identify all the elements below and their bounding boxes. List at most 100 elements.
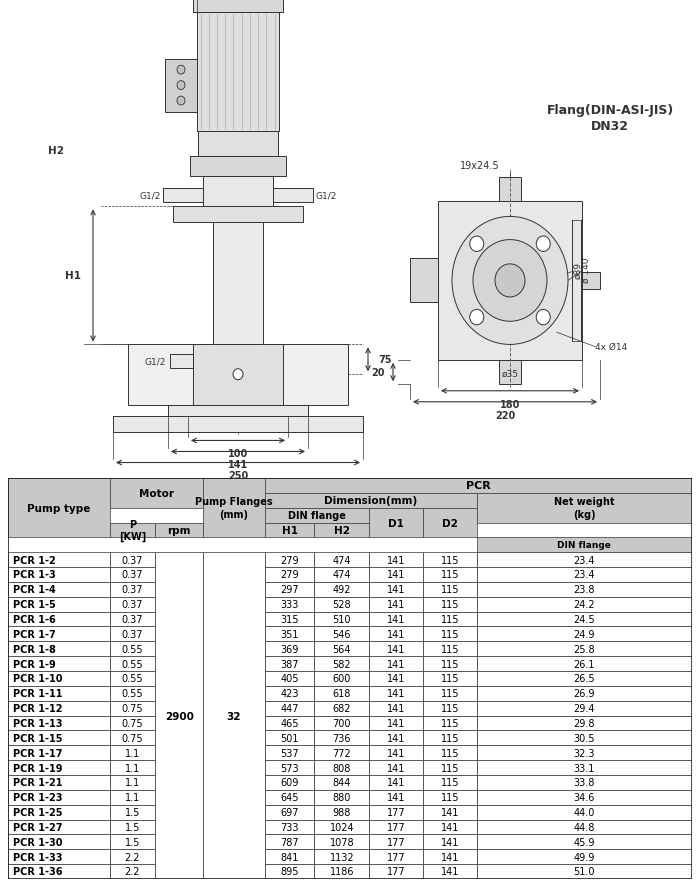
Text: 528: 528 xyxy=(332,600,351,610)
Text: 4x Ø14: 4x Ø14 xyxy=(595,343,627,352)
Circle shape xyxy=(536,237,550,253)
Bar xyxy=(477,553,692,567)
Bar xyxy=(198,132,278,157)
Bar xyxy=(423,775,477,790)
Bar xyxy=(8,701,109,716)
Bar xyxy=(499,361,521,385)
Bar xyxy=(113,416,363,432)
Text: 697: 697 xyxy=(280,807,299,817)
Text: 582: 582 xyxy=(332,659,351,669)
Text: 177: 177 xyxy=(387,867,405,876)
Text: 29.8: 29.8 xyxy=(573,719,595,728)
Text: 33.1: 33.1 xyxy=(574,763,595,773)
Bar xyxy=(369,701,423,716)
Bar xyxy=(369,731,423,745)
Circle shape xyxy=(177,66,185,75)
Bar xyxy=(477,686,692,701)
Bar xyxy=(155,523,203,538)
Bar xyxy=(109,612,155,626)
Text: 0.37: 0.37 xyxy=(122,629,144,639)
Bar xyxy=(265,835,314,850)
Bar xyxy=(8,657,109,672)
Bar xyxy=(265,820,314,835)
Text: 700: 700 xyxy=(332,719,351,728)
Text: 1078: 1078 xyxy=(330,837,354,847)
Bar xyxy=(477,760,692,775)
Text: 1.1: 1.1 xyxy=(125,792,140,803)
Bar xyxy=(109,716,155,731)
Text: 1024: 1024 xyxy=(330,822,354,832)
Text: PCR 1-6: PCR 1-6 xyxy=(13,614,56,625)
Bar xyxy=(265,716,314,731)
Text: 34.6: 34.6 xyxy=(574,792,595,803)
Bar xyxy=(423,508,477,538)
Bar xyxy=(203,478,265,538)
Text: 33.8: 33.8 xyxy=(574,778,595,788)
Bar xyxy=(477,567,692,582)
Bar xyxy=(477,820,692,835)
Bar xyxy=(369,731,423,745)
Bar xyxy=(423,567,477,582)
Bar xyxy=(369,553,423,567)
Bar xyxy=(314,582,369,597)
Text: 141: 141 xyxy=(387,555,405,565)
Text: 315: 315 xyxy=(280,614,299,625)
Bar xyxy=(109,523,155,538)
Bar xyxy=(369,745,423,760)
Bar xyxy=(265,612,314,626)
Bar xyxy=(423,701,477,716)
Text: 369: 369 xyxy=(280,644,299,654)
Text: DIN flange: DIN flange xyxy=(557,540,611,549)
Bar xyxy=(369,657,423,672)
Bar xyxy=(109,760,155,775)
Bar xyxy=(314,850,369,864)
Text: 841: 841 xyxy=(280,851,299,862)
Bar xyxy=(477,835,692,850)
Text: 0.75: 0.75 xyxy=(122,733,144,743)
Bar xyxy=(423,731,477,745)
Text: 0.37: 0.37 xyxy=(122,570,144,579)
Text: 250: 250 xyxy=(228,470,248,481)
Text: PCR 1-17: PCR 1-17 xyxy=(13,748,63,758)
Text: PCR 1-2: PCR 1-2 xyxy=(13,555,56,565)
Bar xyxy=(423,850,477,864)
Text: 115: 115 xyxy=(441,614,459,625)
Bar xyxy=(369,508,423,538)
Bar xyxy=(369,835,423,850)
Bar xyxy=(369,672,423,686)
Bar xyxy=(477,494,692,523)
Bar xyxy=(109,804,155,820)
Bar xyxy=(109,553,155,567)
Text: rpm: rpm xyxy=(167,525,191,535)
Text: PCR 1-33: PCR 1-33 xyxy=(13,851,63,862)
Text: 100: 100 xyxy=(228,448,248,459)
Bar xyxy=(369,626,423,641)
Bar xyxy=(265,508,369,523)
Bar xyxy=(477,731,692,745)
Bar xyxy=(8,597,109,612)
Text: 141: 141 xyxy=(387,688,405,698)
Bar xyxy=(265,672,314,686)
Bar xyxy=(193,0,283,13)
Text: PCR 1-5: PCR 1-5 xyxy=(13,600,56,610)
Circle shape xyxy=(470,237,484,253)
Bar xyxy=(369,864,423,879)
Text: 465: 465 xyxy=(280,719,299,728)
Text: G1/2: G1/2 xyxy=(145,357,166,366)
Text: 45.9: 45.9 xyxy=(573,837,595,847)
Text: 141: 141 xyxy=(387,763,405,773)
Bar xyxy=(8,641,109,657)
Text: 1.1: 1.1 xyxy=(125,763,140,773)
Text: 1.5: 1.5 xyxy=(125,837,140,847)
Bar xyxy=(423,790,477,804)
Text: 115: 115 xyxy=(441,644,459,654)
Bar xyxy=(265,790,314,804)
Bar xyxy=(8,864,109,879)
Bar xyxy=(314,641,369,657)
Bar xyxy=(8,672,109,686)
Bar xyxy=(314,672,369,686)
Text: 115: 115 xyxy=(441,719,459,728)
Text: 618: 618 xyxy=(332,688,351,698)
Bar xyxy=(265,701,314,716)
Bar xyxy=(477,657,692,672)
